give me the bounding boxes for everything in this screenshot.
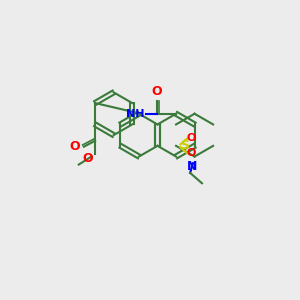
Text: S: S — [181, 139, 190, 152]
Text: O: O — [152, 85, 162, 98]
Text: O: O — [187, 134, 196, 143]
Text: O: O — [70, 140, 80, 153]
Text: NH: NH — [126, 109, 145, 119]
Text: O: O — [187, 148, 196, 158]
Text: N: N — [187, 160, 197, 172]
Text: O: O — [82, 152, 93, 165]
